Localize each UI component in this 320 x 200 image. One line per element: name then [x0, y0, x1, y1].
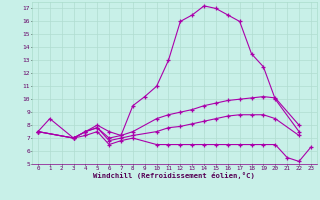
X-axis label: Windchill (Refroidissement éolien,°C): Windchill (Refroidissement éolien,°C) — [93, 172, 255, 179]
